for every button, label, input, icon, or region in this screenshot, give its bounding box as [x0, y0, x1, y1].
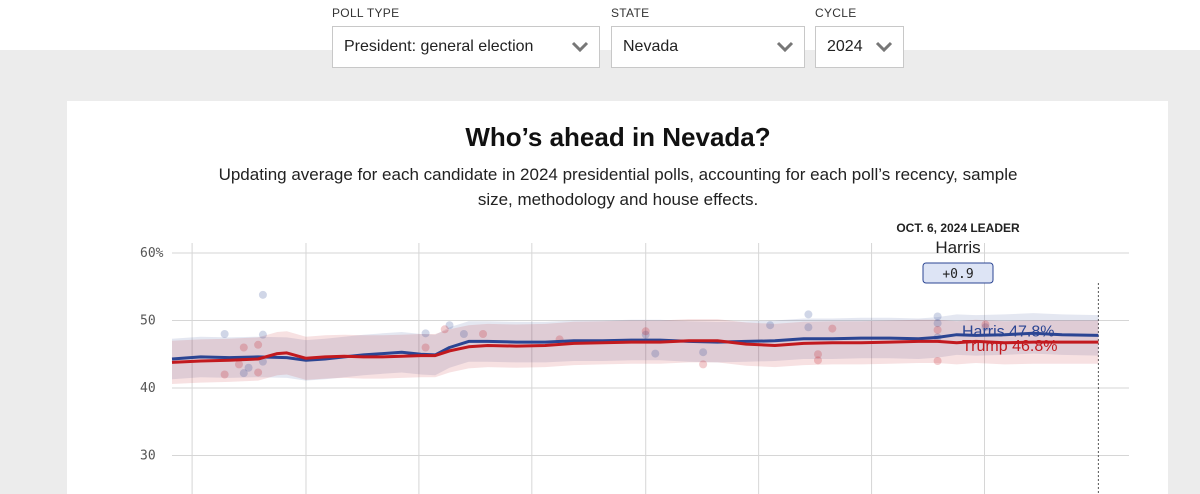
band-trump	[172, 319, 1099, 384]
poll-dot-trump	[699, 360, 708, 369]
average-lines	[171, 331, 1099, 364]
poll-dot-harris	[445, 321, 454, 330]
poll-dot-trump	[239, 343, 248, 352]
end-label-trump: Trump 46.8%	[962, 338, 1057, 355]
y-tick-label: 30	[140, 449, 156, 464]
poll-dot-harris	[244, 363, 253, 372]
leader-name: Harris	[935, 238, 980, 257]
poll-dot-trump	[641, 327, 650, 336]
poll-dot-trump	[254, 368, 263, 377]
cycle-value: 2024	[827, 38, 863, 55]
poll-dot-trump	[933, 357, 942, 365]
y-axis-ticks: 60% 50 40 30	[130, 244, 170, 464]
poll-dot-harris	[933, 312, 942, 321]
poll-dot-harris	[459, 330, 468, 338]
leader-margin-badge	[922, 262, 994, 284]
poll-dot-harris	[651, 349, 660, 358]
state-value: Nevada	[623, 38, 679, 55]
y-tick-label: 60%	[140, 246, 164, 261]
poll-dot-trump	[220, 370, 229, 379]
poll-dot-trump	[234, 360, 243, 369]
y-tick-bg	[130, 446, 170, 464]
end-label-harris: Harris 47.8%	[962, 323, 1054, 340]
poll-type-label: POLL TYPE	[332, 6, 400, 20]
poll-dot-harris	[421, 329, 430, 338]
chevron-down-icon	[571, 41, 589, 53]
end-labels: Harris 47.8%Trump 46.8%	[962, 323, 1057, 355]
leader-margin: +0.9	[942, 267, 973, 282]
poll-dot-harris	[641, 330, 650, 339]
y-tick-label: 40	[140, 381, 156, 396]
poll-dot-harris	[766, 321, 775, 330]
poll-dot-trump	[254, 340, 263, 349]
state-select[interactable]: Nevada	[611, 26, 805, 68]
chart-subtitle: Updating average for each candidate in 2…	[218, 165, 1018, 209]
poll-dot-harris	[981, 323, 990, 332]
poll-dot-trump	[981, 320, 990, 329]
poll-type-select[interactable]: President: general election	[332, 26, 600, 68]
poll-dot-harris	[239, 369, 248, 378]
poll-dot-trump	[440, 325, 449, 334]
poll-dot-harris	[220, 330, 229, 338]
poll-dot-trump	[813, 356, 822, 365]
state-label: STATE	[611, 6, 650, 20]
chart-title: Who’s ahead in Nevada?	[465, 122, 771, 152]
leader-annotation: OCT. 6, 2024 LEADER Harris +0.9	[896, 221, 1020, 284]
chart-grid	[172, 243, 1129, 494]
poll-dot-harris	[933, 319, 942, 328]
filter-bar	[0, 0, 1200, 50]
y-tick-bg	[130, 379, 170, 396]
poll-dot-harris	[258, 290, 267, 299]
poll-dot-harris	[804, 323, 813, 332]
chevron-down-icon	[776, 41, 794, 53]
line-harris	[171, 331, 1099, 362]
chevron-down-icon	[875, 41, 893, 53]
poll-dot-harris	[699, 348, 708, 357]
line-trump	[171, 339, 1099, 364]
poll-dots	[220, 290, 990, 379]
y-tick-bg	[130, 311, 170, 329]
poll-dot-trump	[933, 325, 942, 334]
poll-type-value: President: general election	[344, 38, 534, 55]
poll-dot-harris	[258, 330, 267, 339]
leader-heading: OCT. 6, 2024 LEADER	[896, 221, 1020, 235]
cycle-label: CYCLE	[815, 6, 857, 20]
poll-dot-trump	[813, 350, 822, 359]
uncertainty-bands	[172, 313, 1099, 384]
cycle-select[interactable]: 2024	[815, 26, 904, 68]
band-harris	[172, 313, 1099, 381]
poll-dot-trump	[828, 324, 837, 333]
poll-dot-trump	[421, 343, 430, 352]
y-tick-label: 50	[140, 314, 156, 329]
poll-dot-harris	[804, 310, 813, 319]
poll-dot-trump	[479, 330, 488, 338]
y-tick-bg	[130, 244, 170, 261]
